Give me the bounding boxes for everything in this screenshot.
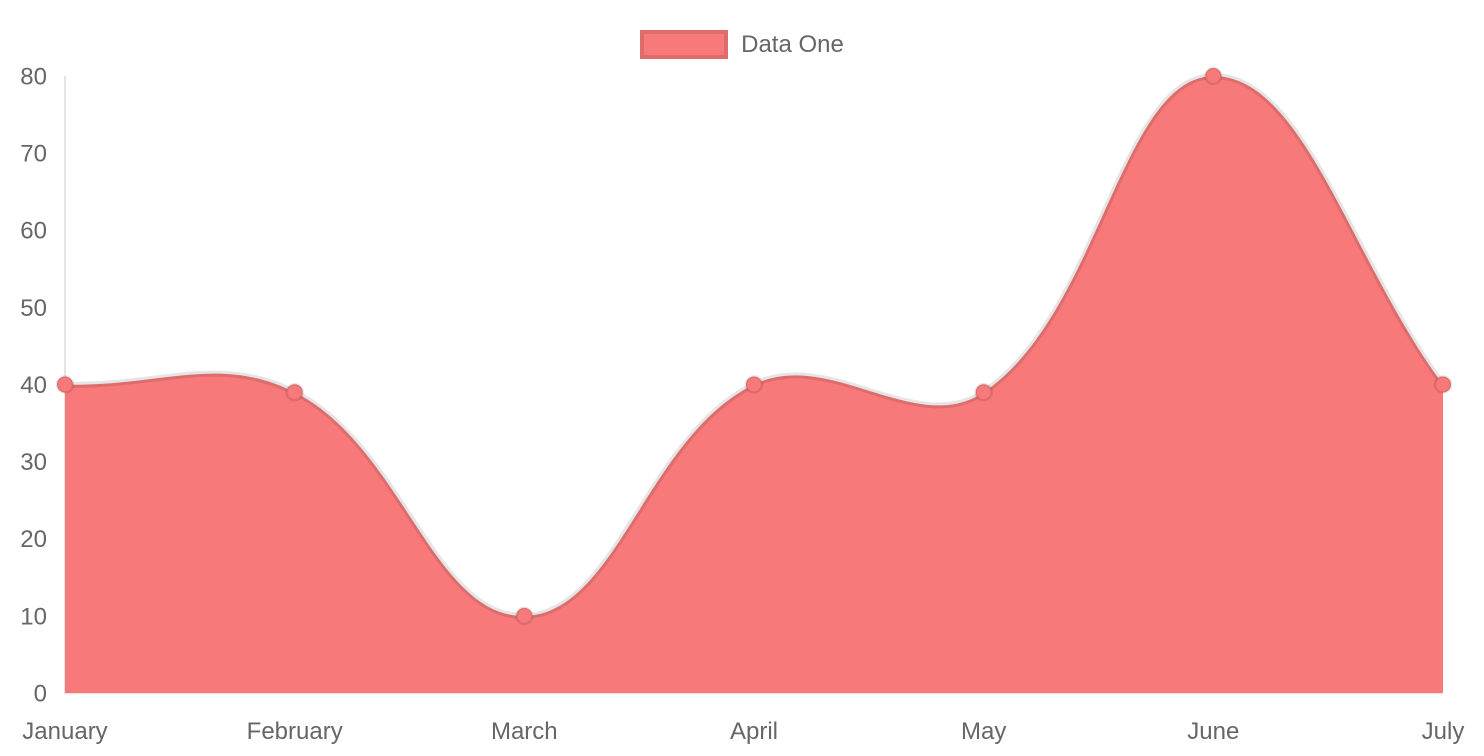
data-point-july[interactable] — [1433, 375, 1453, 394]
y-tick-label: 30 — [20, 449, 47, 476]
x-tick-label: May — [961, 718, 1006, 745]
y-tick-label: 80 — [20, 63, 47, 90]
data-point-april[interactable] — [744, 375, 764, 394]
data-point-march[interactable] — [515, 606, 534, 626]
data-point-may[interactable] — [974, 382, 993, 402]
y-tick-label: 60 — [20, 218, 47, 245]
data-point-february[interactable] — [285, 382, 304, 402]
y-tick-label: 10 — [20, 603, 47, 630]
y-tick-label: 0 — [34, 680, 47, 707]
x-tick-label: June — [1187, 718, 1239, 745]
y-tick-label: 70 — [20, 141, 47, 168]
x-tick-label: April — [730, 718, 778, 745]
x-tick-label: March — [491, 718, 558, 745]
data-point-june[interactable] — [1204, 66, 1223, 86]
y-tick-label: 50 — [20, 295, 47, 322]
legend-swatch — [640, 30, 729, 59]
x-tick-label: January — [22, 718, 107, 745]
chart-legend: Data One — [0, 30, 1484, 59]
x-tick-label: February — [247, 718, 343, 745]
legend-item-data-one[interactable]: Data One — [640, 30, 844, 59]
x-tick-label: July — [1422, 718, 1465, 745]
y-tick-label: 40 — [20, 372, 47, 399]
legend-label: Data One — [741, 30, 844, 58]
data-point-january[interactable] — [55, 375, 75, 394]
y-tick-label: 20 — [20, 526, 47, 553]
